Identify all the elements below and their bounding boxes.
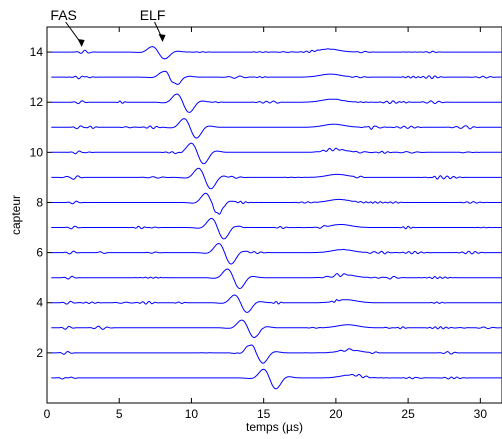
trace-sensor-14 [51,46,502,60]
annotation-elf: ELF [140,7,166,23]
trace-sensor-8 [51,192,502,215]
y-tick-label: 6 [36,246,43,260]
y-tick-label: 10 [30,145,44,159]
x-tick-label: 25 [401,407,415,421]
arrowhead-icon [77,39,85,48]
x-tick-label: 15 [257,407,271,421]
arrowhead-icon [158,34,166,43]
trace-sensor-2 [51,344,502,364]
trace-sensor-9 [51,167,502,190]
y-tick-label: 8 [36,195,43,209]
ticks-group: 0 5 10 15 20 25 30 2 4 6 8 10 12 14 [30,27,488,421]
y-tick-label: 4 [36,296,43,310]
y-tick-label: 2 [36,346,43,360]
y-axis-label: capteur [9,195,23,235]
x-tick-label: 20 [329,407,343,421]
trace-sensor-10 [51,142,502,165]
x-tick-label: 5 [116,407,123,421]
trace-sensor-3 [51,319,502,339]
trace-sensor-4 [51,294,502,313]
traces-group [51,46,502,390]
trace-sensor-6 [51,242,502,265]
trace-sensor-7 [51,217,502,240]
x-tick-label: 30 [474,407,488,421]
y-tick-label: 12 [30,95,44,109]
y-tick-label: 14 [30,45,44,59]
trace-sensor-1 [51,368,502,390]
axes-frame [46,26,502,404]
x-tick-label: 0 [44,407,51,421]
trace-sensor-5 [51,268,502,290]
x-tick-label: 10 [185,407,199,421]
annotations-group: FAS ELF [50,7,166,48]
trace-sensor-11 [51,118,502,139]
x-axis-label: temps (µs) [246,420,303,434]
trace-sensor-12 [51,93,502,113]
annotation-fas: FAS [50,7,76,23]
trace-sensor-13 [51,70,502,85]
